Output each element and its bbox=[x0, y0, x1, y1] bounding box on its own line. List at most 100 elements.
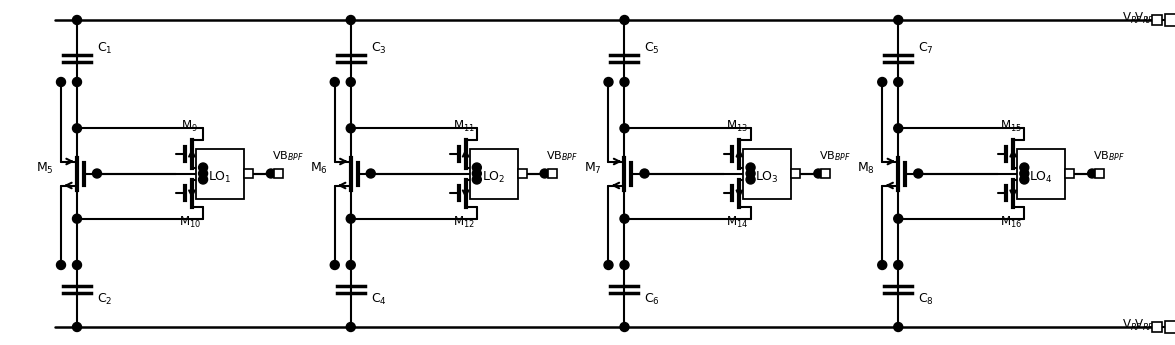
Circle shape bbox=[330, 260, 340, 269]
Circle shape bbox=[267, 169, 275, 178]
Circle shape bbox=[894, 16, 902, 24]
Text: M$_{13}$: M$_{13}$ bbox=[726, 119, 748, 134]
Text: LO$_1$: LO$_1$ bbox=[208, 170, 231, 185]
Circle shape bbox=[472, 163, 482, 172]
Text: M$_7$: M$_7$ bbox=[584, 161, 602, 176]
Bar bbox=[1164, 321, 1175, 333]
Circle shape bbox=[620, 78, 629, 87]
Text: M$_5$: M$_5$ bbox=[36, 161, 54, 176]
Text: M$_{11}$: M$_{11}$ bbox=[452, 119, 475, 134]
Circle shape bbox=[640, 169, 649, 178]
Circle shape bbox=[894, 323, 902, 332]
Circle shape bbox=[620, 260, 629, 269]
Bar bbox=[470, 148, 518, 198]
Circle shape bbox=[367, 169, 375, 178]
Circle shape bbox=[472, 175, 482, 184]
Text: M$_6$: M$_6$ bbox=[310, 161, 328, 176]
Text: C$_5$: C$_5$ bbox=[645, 40, 660, 56]
Circle shape bbox=[894, 214, 902, 223]
Circle shape bbox=[914, 169, 922, 178]
Circle shape bbox=[620, 214, 629, 223]
Circle shape bbox=[1020, 169, 1029, 178]
Circle shape bbox=[199, 175, 208, 184]
Circle shape bbox=[347, 323, 355, 332]
Circle shape bbox=[746, 169, 756, 178]
Text: M$_{12}$: M$_{12}$ bbox=[452, 215, 475, 230]
Bar bbox=[1065, 169, 1074, 178]
Circle shape bbox=[347, 214, 355, 223]
Circle shape bbox=[604, 78, 613, 87]
Bar bbox=[1018, 148, 1065, 198]
Circle shape bbox=[604, 260, 613, 269]
Circle shape bbox=[620, 16, 629, 24]
Bar bbox=[1164, 14, 1175, 26]
Bar bbox=[1095, 169, 1104, 178]
Text: M$_{15}$: M$_{15}$ bbox=[1000, 119, 1022, 134]
Text: M$_{10}$: M$_{10}$ bbox=[179, 215, 201, 230]
Circle shape bbox=[56, 260, 66, 269]
Circle shape bbox=[56, 78, 66, 87]
Text: VB$_{BPF}$: VB$_{BPF}$ bbox=[545, 150, 578, 164]
Text: V$_{RF-}$: V$_{RF-}$ bbox=[1122, 317, 1150, 333]
Circle shape bbox=[73, 78, 81, 87]
Bar bbox=[274, 169, 283, 178]
Circle shape bbox=[894, 78, 902, 87]
Text: C$_3$: C$_3$ bbox=[371, 40, 387, 56]
Circle shape bbox=[878, 78, 887, 87]
Circle shape bbox=[73, 260, 81, 269]
Circle shape bbox=[330, 78, 340, 87]
Bar bbox=[821, 169, 831, 178]
Circle shape bbox=[1020, 175, 1029, 184]
Text: M$_9$: M$_9$ bbox=[181, 119, 199, 134]
Text: C$_8$: C$_8$ bbox=[918, 292, 934, 307]
Circle shape bbox=[540, 169, 549, 178]
Bar bbox=[744, 148, 792, 198]
Bar bbox=[792, 169, 800, 178]
Text: C$_6$: C$_6$ bbox=[645, 292, 660, 307]
Text: VB$_{BPF}$: VB$_{BPF}$ bbox=[819, 150, 852, 164]
Circle shape bbox=[73, 214, 81, 223]
Circle shape bbox=[73, 16, 81, 24]
Circle shape bbox=[894, 260, 902, 269]
Circle shape bbox=[347, 78, 355, 87]
Circle shape bbox=[472, 169, 482, 178]
Text: V$_{RF-}$: V$_{RF-}$ bbox=[1134, 317, 1162, 333]
Circle shape bbox=[620, 124, 629, 133]
Circle shape bbox=[73, 124, 81, 133]
Bar bbox=[1152, 15, 1162, 25]
Circle shape bbox=[1020, 163, 1029, 172]
Text: C$_4$: C$_4$ bbox=[371, 292, 387, 307]
Circle shape bbox=[347, 124, 355, 133]
Circle shape bbox=[878, 260, 887, 269]
Bar bbox=[196, 148, 244, 198]
Text: VB$_{BPF}$: VB$_{BPF}$ bbox=[271, 150, 304, 164]
Circle shape bbox=[347, 16, 355, 24]
Text: V$_{RF+}$: V$_{RF+}$ bbox=[1122, 10, 1150, 26]
Text: M$_8$: M$_8$ bbox=[858, 161, 875, 176]
Text: C$_1$: C$_1$ bbox=[98, 40, 113, 56]
Circle shape bbox=[1088, 169, 1096, 178]
Text: VB$_{BPF}$: VB$_{BPF}$ bbox=[1093, 150, 1124, 164]
Circle shape bbox=[93, 169, 101, 178]
Text: LO$_3$: LO$_3$ bbox=[756, 170, 779, 185]
Text: V$_{RF+}$: V$_{RF+}$ bbox=[1134, 10, 1162, 26]
Text: M$_{14}$: M$_{14}$ bbox=[726, 215, 748, 230]
Circle shape bbox=[814, 169, 822, 178]
Circle shape bbox=[620, 323, 629, 332]
Text: LO$_2$: LO$_2$ bbox=[482, 170, 505, 185]
Circle shape bbox=[347, 260, 355, 269]
Bar bbox=[1152, 322, 1162, 332]
Text: C$_2$: C$_2$ bbox=[98, 292, 113, 307]
Circle shape bbox=[746, 163, 756, 172]
Circle shape bbox=[746, 175, 756, 184]
Circle shape bbox=[199, 169, 208, 178]
Bar bbox=[244, 169, 253, 178]
Bar bbox=[548, 169, 557, 178]
Bar bbox=[518, 169, 526, 178]
Circle shape bbox=[894, 124, 902, 133]
Circle shape bbox=[199, 163, 208, 172]
Text: LO$_4$: LO$_4$ bbox=[1029, 170, 1053, 185]
Text: M$_{16}$: M$_{16}$ bbox=[1000, 215, 1022, 230]
Circle shape bbox=[73, 323, 81, 332]
Text: C$_7$: C$_7$ bbox=[918, 40, 934, 56]
